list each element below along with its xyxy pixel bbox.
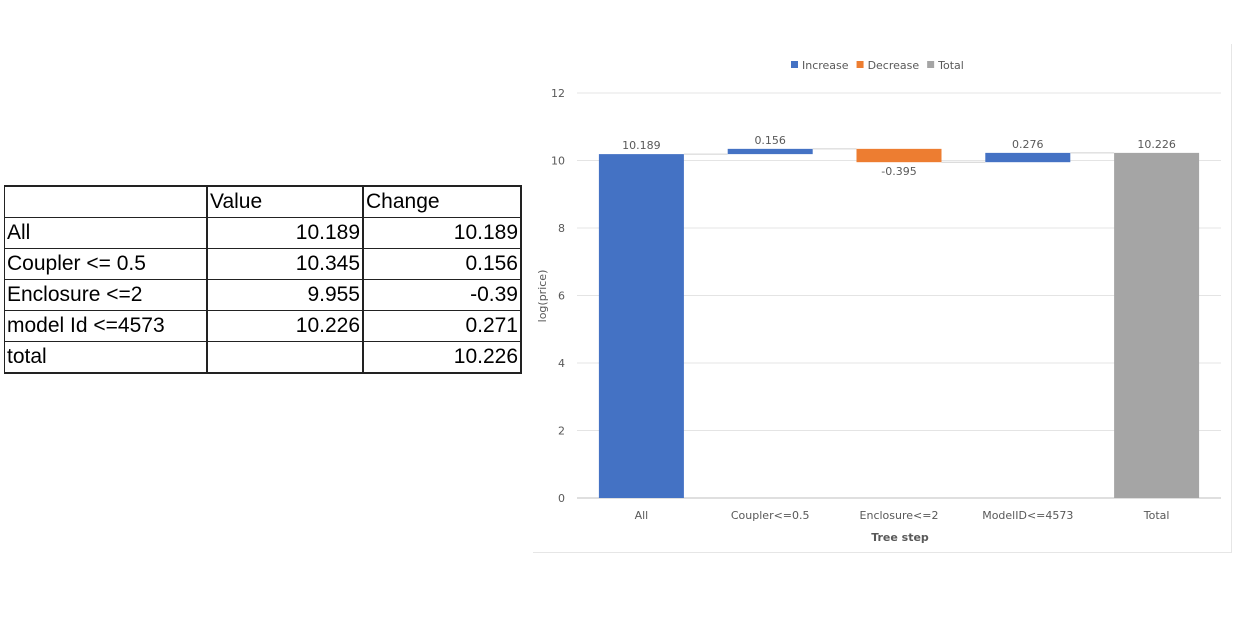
table-cell: 10.345 (206, 248, 364, 280)
data-label: 10.189 (622, 139, 661, 152)
table-cell: 10.226 (206, 310, 364, 342)
header-cell: Change (362, 185, 522, 218)
legend-label: Decrease (868, 59, 920, 72)
table-cell: 10.226 (362, 341, 522, 374)
table-cell: -0.39 (362, 279, 522, 311)
y-axis-ticks: 0 2 4 6 8 10 12 (551, 87, 565, 505)
bars (598, 148, 1200, 498)
bar (598, 154, 684, 498)
table-cell: 10.189 (362, 217, 522, 249)
header-cell (4, 185, 208, 218)
table-cell: model Id <=4573 (4, 310, 208, 342)
legend-swatch (856, 61, 864, 68)
table-cell: 9.955 (206, 279, 364, 311)
table-row: All 10.189 10.189 (4, 217, 522, 249)
bar (856, 148, 942, 163)
table-cell: 0.156 (362, 248, 522, 280)
table-row: Enclosure <=2 9.955 -0.39 (4, 279, 522, 311)
y-axis-title: log(price) (536, 270, 549, 323)
y-tick-label: 2 (558, 425, 565, 438)
table-cell (206, 341, 364, 374)
y-tick-label: 0 (558, 492, 565, 505)
legend-label: Increase (802, 59, 849, 72)
connector-lines (683, 148, 1115, 163)
table-row: Coupler <= 0.5 10.345 0.156 (4, 248, 522, 280)
x-tick-label: ModelID<=4573 (982, 509, 1073, 522)
x-axis-ticks: All Coupler<=0.5 Enclosure<=2 ModelID<=4573… (635, 509, 1170, 522)
y-tick-label: 4 (558, 357, 565, 370)
x-tick-label: Enclosure<=2 (860, 509, 939, 522)
data-label: -0.395 (881, 165, 916, 178)
x-tick-label: Total (1143, 509, 1170, 522)
table-row: model Id <=4573 10.226 0.271 (4, 310, 522, 342)
x-tick-label: Coupler<=0.5 (731, 509, 810, 522)
bar (985, 152, 1071, 163)
data-labels: 10.189 0.156 -0.395 0.276 10.226 (622, 134, 1176, 178)
legend-swatch (791, 61, 798, 68)
table-cell: 0.271 (362, 310, 522, 342)
data-label: 10.226 (1137, 138, 1176, 151)
legend-swatch (927, 61, 935, 68)
legend: Increase Decrease Total (791, 59, 964, 72)
bar (1114, 152, 1200, 498)
table-cell: 10.189 (206, 217, 364, 249)
y-tick-label: 10 (551, 155, 565, 168)
table-header-row: Value Change (4, 185, 522, 218)
table-row: total 10.226 (4, 341, 522, 374)
legend-label: Total (937, 59, 964, 72)
bar (727, 148, 813, 155)
y-tick-label: 6 (558, 290, 565, 303)
chart-canvas: 0 2 4 6 8 10 12 10.189 0.156 -0.395 0.276 10.226 A… (536, 59, 1221, 544)
x-tick-label: All (635, 509, 649, 522)
x-axis-title: Tree step (871, 531, 929, 544)
y-tick-label: 12 (551, 87, 565, 100)
data-table: Value Change All 10.189 10.189 Coupler <= 0.5… (4, 185, 522, 374)
data-label: 0.156 (754, 134, 786, 147)
data-label: 0.276 (1012, 138, 1044, 151)
table-cell: Coupler <= 0.5 (4, 248, 208, 280)
table-cell: All (4, 217, 208, 249)
header-cell: Value (206, 185, 364, 218)
table-cell: Enclosure <=2 (4, 279, 208, 311)
y-tick-label: 8 (558, 222, 565, 235)
table-cell: total (4, 341, 208, 374)
waterfall-chart: 0 2 4 6 8 10 12 10.189 0.156 -0.395 0.276 10.226 A… (533, 44, 1232, 553)
